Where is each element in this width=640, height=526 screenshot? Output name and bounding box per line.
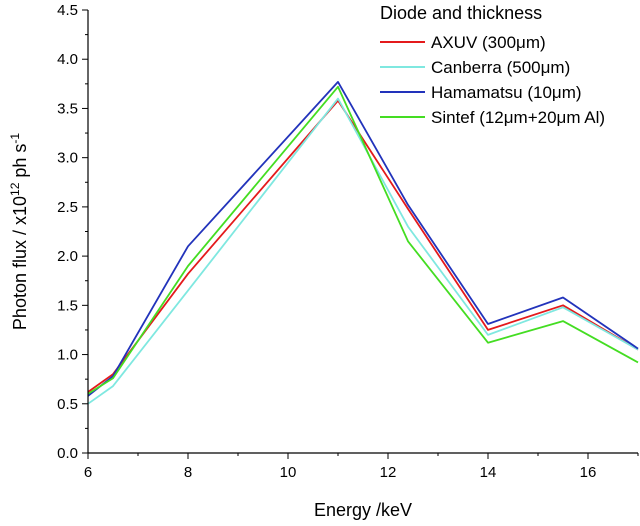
legend-label: Canberra (500μm) [431, 58, 570, 77]
x-tick-label: 10 [280, 464, 297, 481]
y-tick-label: 1.0 [57, 347, 78, 364]
y-tick-label: 3.5 [57, 100, 78, 117]
legend-label: Hamamatsu (10μm) [431, 83, 582, 102]
y-axis-title: Photon flux / x1012 ph s-1 [8, 133, 30, 330]
y-tick-label: 0.5 [57, 396, 78, 413]
series-line-4 [87, 85, 639, 395]
y-tick-label: 0.0 [57, 445, 78, 462]
legend-label: Sintef (12μm+20μm Al) [431, 108, 605, 127]
legend-label: AXUV (300μm) [431, 33, 546, 52]
x-axis-title: Energy /keV [314, 500, 412, 520]
x-tick-label: 6 [84, 464, 92, 481]
series-line-2 [87, 97, 639, 405]
x-tick-label: 12 [380, 464, 397, 481]
x-tick-label: 8 [184, 464, 192, 481]
legend-title: Diode and thickness [380, 3, 542, 23]
x-tick-label: 16 [580, 464, 597, 481]
y-tick-label: 3.0 [57, 150, 78, 167]
y-tick-label: 2.0 [57, 248, 78, 265]
y-tick-label: 4.5 [57, 2, 78, 19]
y-tick-label: 1.5 [57, 297, 78, 314]
y-tick-label: 4.0 [57, 51, 78, 68]
y-tick-label: 2.5 [57, 199, 78, 216]
x-tick-label: 14 [480, 464, 497, 481]
series-line-1 [87, 99, 639, 393]
series-line-3 [87, 81, 639, 397]
